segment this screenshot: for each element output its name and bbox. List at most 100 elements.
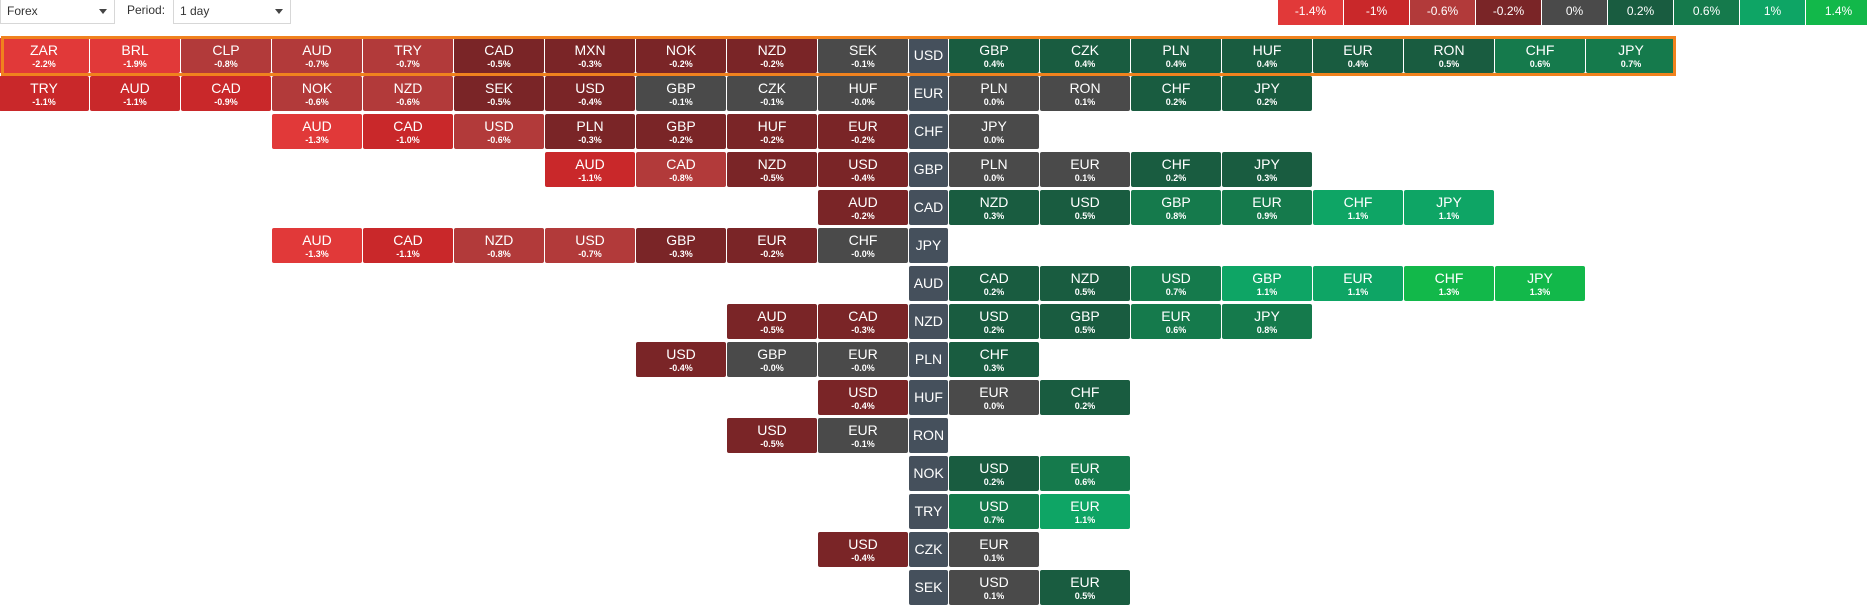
currency-pair-cell[interactable]: TRY -0.7% [363,38,453,73]
currency-pair-cell[interactable]: NZD 0.3% [949,190,1039,225]
currency-pair-cell[interactable]: CAD -0.3% [818,304,908,339]
currency-pair-cell[interactable]: NZD -0.2% [727,38,817,73]
currency-pair-cell[interactable]: CZK 0.4% [1040,38,1130,73]
currency-pair-cell[interactable]: CHF 1.3% [1404,266,1494,301]
market-select-value: Forex [7,4,38,18]
currency-pair-cell[interactable]: GBP 0.4% [949,38,1039,73]
currency-pair-cell[interactable]: AUD -0.7% [272,38,362,73]
currency-pair-cell[interactable]: GBP -0.2% [636,114,726,149]
currency-pair-cell[interactable]: AUD -1.3% [272,228,362,263]
currency-pair-cell[interactable]: NOK -0.6% [272,76,362,111]
currency-pair-cell[interactable]: AUD -1.1% [90,76,180,111]
currency-pair-cell[interactable]: NZD -0.8% [454,228,544,263]
currency-pair-cell[interactable]: CHF 0.3% [949,342,1039,377]
currency-pair-cell[interactable]: EUR -0.0% [818,342,908,377]
currency-pair-cell[interactable]: USD -0.4% [545,76,635,111]
currency-pair-cell[interactable]: JPY 0.7% [1586,38,1676,73]
currency-pair-cell[interactable]: PLN -0.3% [545,114,635,149]
currency-pair-cell[interactable]: USD -0.6% [454,114,544,149]
currency-pair-cell[interactable]: USD 0.7% [949,494,1039,529]
currency-pair-cell[interactable]: USD -0.4% [818,532,908,567]
currency-pair-cell[interactable]: RON 0.1% [1040,76,1130,111]
currency-pair-cell[interactable]: CHF -0.0% [818,228,908,263]
currency-pair-cell[interactable]: CAD 0.2% [949,266,1039,301]
currency-pair-cell[interactable]: NZD 0.5% [1040,266,1130,301]
currency-pair-cell[interactable]: USD -0.7% [545,228,635,263]
currency-pair-cell[interactable]: AUD -1.1% [545,152,635,187]
currency-pair-cell[interactable]: USD 0.1% [949,570,1039,605]
currency-pair-cell[interactable]: USD 0.2% [949,304,1039,339]
currency-pair-cell[interactable]: AUD -0.2% [818,190,908,225]
currency-pair-cell[interactable]: EUR -0.2% [818,114,908,149]
currency-pair-cell[interactable]: EUR 0.6% [1131,304,1221,339]
currency-pair-cell[interactable]: GBP 0.5% [1040,304,1130,339]
currency-pair-cell[interactable]: AUD -1.3% [272,114,362,149]
currency-pair-cell[interactable]: CHF 0.2% [1040,380,1130,415]
currency-pair-cell[interactable]: CHF 0.6% [1495,38,1585,73]
currency-pair-cell[interactable]: NZD -0.5% [727,152,817,187]
currency-pair-cell[interactable]: USD 0.2% [949,456,1039,491]
currency-pair-cell[interactable]: USD -0.4% [636,342,726,377]
currency-pair-cell[interactable]: CAD -1.1% [363,228,453,263]
currency-pair-cell[interactable]: CAD -0.9% [181,76,271,111]
currency-pair-cell[interactable]: USD 0.7% [1131,266,1221,301]
currency-pair-cell[interactable]: HUF -0.2% [727,114,817,149]
percent-change: 0.6% [1165,325,1187,335]
currency-pair-cell[interactable]: CLP -0.8% [181,38,271,73]
currency-pair-cell[interactable]: USD -0.5% [727,418,817,453]
currency-pair-cell[interactable]: EUR 0.0% [949,380,1039,415]
currency-pair-cell[interactable]: RON 0.5% [1404,38,1494,73]
market-select[interactable]: Forex [0,0,115,24]
currency-pair-cell[interactable]: EUR 0.9% [1222,190,1312,225]
currency-pair-cell[interactable]: CAD -0.8% [636,152,726,187]
currency-pair-cell[interactable]: GBP -0.0% [727,342,817,377]
currency-pair-cell[interactable]: EUR 0.6% [1040,456,1130,491]
color-legend: -1.4% -1% -0.6% -0.2% 0% 0.2% 0.6% 1% 1.4% [1278,0,1867,25]
currency-pair-cell[interactable]: PLN 0.0% [949,76,1039,111]
period-select[interactable]: 1 day [173,0,291,24]
currency-symbol: RON [1433,42,1465,58]
currency-pair-cell[interactable]: USD -0.4% [818,152,908,187]
currency-pair-cell[interactable]: NZD -0.6% [363,76,453,111]
currency-pair-cell[interactable]: JPY 0.0% [949,114,1039,149]
currency-pair-cell[interactable]: SEK -0.5% [454,76,544,111]
percent-change: -0.5% [760,325,784,335]
currency-pair-cell[interactable]: MXN -0.3% [545,38,635,73]
currency-pair-cell[interactable]: AUD -0.5% [727,304,817,339]
currency-pair-cell[interactable]: CAD -1.0% [363,114,453,149]
currency-pair-cell[interactable]: EUR 0.1% [1040,152,1130,187]
percent-change: 1.3% [1438,287,1460,297]
currency-pair-cell[interactable]: EUR 0.1% [949,532,1039,567]
currency-pair-cell[interactable]: SEK -0.1% [818,38,908,73]
currency-pair-cell[interactable]: HUF -0.0% [818,76,908,111]
currency-pair-cell[interactable]: USD 0.5% [1040,190,1130,225]
currency-pair-cell[interactable]: BRL -1.9% [90,38,180,73]
currency-pair-cell[interactable]: CHF 0.2% [1131,152,1221,187]
currency-pair-cell[interactable]: EUR 0.5% [1040,570,1130,605]
currency-pair-cell[interactable]: JPY 1.3% [1495,266,1585,301]
currency-pair-cell[interactable]: HUF 0.4% [1222,38,1312,73]
currency-pair-cell[interactable]: EUR 1.1% [1040,494,1130,529]
currency-pair-cell[interactable]: EUR 0.4% [1313,38,1403,73]
currency-pair-cell[interactable]: EUR -0.2% [727,228,817,263]
currency-pair-cell[interactable]: GBP -0.1% [636,76,726,111]
currency-pair-cell[interactable]: JPY 1.1% [1404,190,1494,225]
currency-pair-cell[interactable]: GBP -0.3% [636,228,726,263]
currency-pair-cell[interactable]: JPY 0.3% [1222,152,1312,187]
currency-pair-cell[interactable]: TRY -1.1% [0,76,89,111]
currency-pair-cell[interactable]: NOK -0.2% [636,38,726,73]
currency-pair-cell[interactable]: CZK -0.1% [727,76,817,111]
currency-pair-cell[interactable]: GBP 1.1% [1222,266,1312,301]
currency-pair-cell[interactable]: JPY 0.8% [1222,304,1312,339]
currency-pair-cell[interactable]: ZAR -2.2% [0,38,89,73]
currency-pair-cell[interactable]: CAD -0.5% [454,38,544,73]
currency-pair-cell[interactable]: USD -0.4% [818,380,908,415]
currency-pair-cell[interactable]: JPY 0.2% [1222,76,1312,111]
currency-pair-cell[interactable]: CHF 0.2% [1131,76,1221,111]
currency-pair-cell[interactable]: PLN 0.0% [949,152,1039,187]
currency-pair-cell[interactable]: EUR 1.1% [1313,266,1403,301]
currency-pair-cell[interactable]: PLN 0.4% [1131,38,1221,73]
currency-pair-cell[interactable]: CHF 1.1% [1313,190,1403,225]
currency-pair-cell[interactable]: EUR -0.1% [818,418,908,453]
currency-pair-cell[interactable]: GBP 0.8% [1131,190,1221,225]
